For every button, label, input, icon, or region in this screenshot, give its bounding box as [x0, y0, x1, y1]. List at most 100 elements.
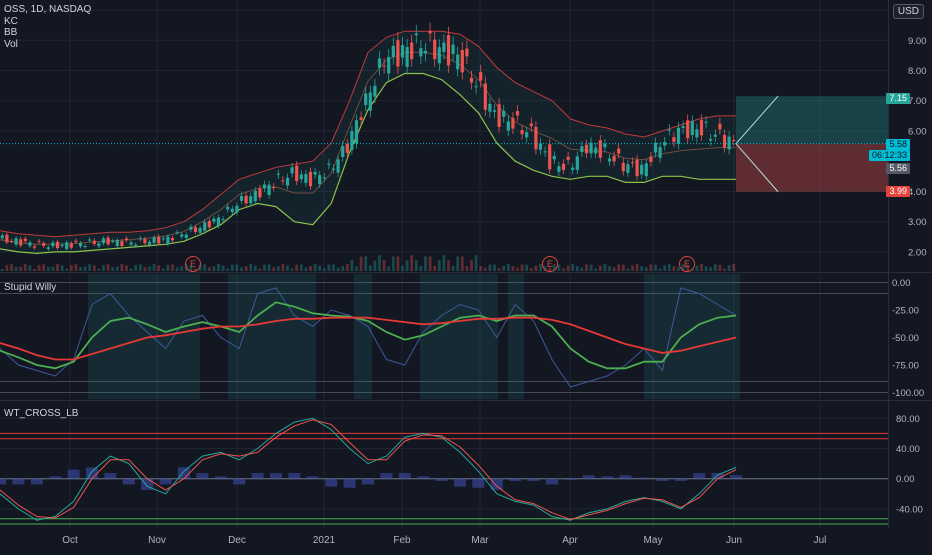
candle-body — [373, 85, 377, 97]
volume-bar — [465, 266, 469, 271]
volume-bar — [65, 268, 69, 271]
candle-body — [65, 242, 69, 249]
wt-histogram-bar — [509, 478, 522, 481]
wt-tick-label: 80.00 — [896, 414, 920, 425]
wt-histogram-bar — [141, 478, 154, 491]
wt-histogram-bar — [104, 473, 117, 479]
wt-histogram-bar — [49, 476, 62, 479]
volume-bar — [267, 264, 271, 271]
volume-bar — [718, 264, 722, 271]
candle-body — [561, 163, 566, 170]
volume-bar — [175, 267, 179, 271]
volume-bar — [667, 264, 671, 271]
volume-bar — [74, 264, 78, 271]
volume-bar — [529, 268, 533, 271]
volume-bar — [10, 264, 13, 271]
volume-bar — [516, 267, 519, 271]
volume-bar — [134, 264, 138, 271]
wt-histogram-bar — [527, 478, 540, 481]
volume-bar — [732, 264, 736, 271]
earnings-marker-2[interactable]: E — [542, 256, 558, 272]
volume-bar — [401, 265, 404, 271]
candle-body — [46, 247, 50, 250]
x-tick-label: Mar — [471, 535, 489, 546]
volume-bar — [230, 264, 234, 271]
volume-bar — [207, 267, 211, 271]
currency-button[interactable]: USD — [892, 4, 924, 19]
candle-body — [304, 174, 308, 183]
volume-bar — [157, 265, 161, 271]
candle-body — [529, 123, 533, 127]
volume-bar — [635, 264, 639, 271]
wt-histogram-bar — [270, 473, 282, 479]
candle-body — [115, 240, 119, 246]
candle-body — [239, 195, 244, 201]
volume-bar — [644, 267, 648, 271]
candle-body — [474, 86, 478, 88]
volume-bar — [240, 267, 243, 271]
earnings-marker-1[interactable]: E — [185, 256, 201, 272]
candle-body — [129, 242, 133, 245]
x-tick-label: Jul — [814, 535, 827, 546]
candle-body — [180, 234, 184, 237]
candle-body — [502, 110, 506, 117]
wt-histogram-bar — [30, 478, 43, 485]
volume-bar — [654, 264, 657, 271]
volume-bar — [276, 266, 280, 271]
volume-bar — [433, 265, 437, 271]
wt-histogram-bar — [490, 478, 503, 491]
volume-bar — [373, 260, 377, 271]
x-tick-label: Apr — [562, 535, 578, 546]
candle-body — [235, 205, 239, 213]
keltner-middle-line — [0, 51, 736, 245]
candle-body — [506, 121, 510, 131]
candle-body — [221, 219, 225, 221]
wt-histogram-bar — [674, 478, 687, 481]
position-loss-zone — [736, 143, 888, 192]
candle-body — [543, 151, 547, 153]
volume-bar — [594, 268, 598, 271]
volume-bar — [539, 264, 542, 271]
candle-body — [0, 235, 4, 239]
volume-bar — [286, 265, 289, 271]
volume-bar — [442, 255, 446, 271]
candle-body — [640, 164, 644, 175]
x-tick-label: Feb — [393, 535, 411, 546]
candle-body — [184, 234, 188, 239]
volume-bar — [143, 267, 147, 271]
candle-body — [465, 48, 469, 57]
candle-body — [511, 118, 515, 129]
candle-body — [138, 238, 142, 240]
volume-bar — [704, 266, 708, 271]
volume-bar — [575, 266, 579, 271]
candle-body — [497, 104, 501, 127]
x-tick-label: Dec — [228, 535, 246, 546]
volume-bar — [566, 265, 570, 271]
candle-body — [359, 117, 363, 120]
volume-bar — [391, 256, 395, 271]
willy-tick-label: -25.00 — [892, 306, 919, 317]
wt-histogram-bar — [619, 475, 632, 479]
candle-body — [580, 146, 584, 152]
volume-bar — [14, 266, 18, 271]
volume-bar — [217, 264, 220, 271]
candle-body — [612, 156, 616, 162]
candle-body — [216, 217, 221, 226]
volume-bar — [79, 267, 82, 271]
earnings-marker-3[interactable]: E — [679, 256, 695, 272]
volume-bar — [212, 266, 216, 271]
candle-body — [410, 42, 414, 60]
volume-bar — [713, 264, 717, 271]
x-tick-label: Oct — [62, 535, 78, 546]
willy-zone — [508, 274, 524, 399]
volume-bar — [148, 266, 151, 271]
volume-bar — [640, 266, 644, 271]
candle-body — [19, 239, 23, 246]
position-profit-zone — [736, 96, 888, 144]
volume-bar — [318, 265, 322, 271]
wt-tick-label: 0.00 — [896, 474, 915, 485]
candle-body — [382, 65, 386, 67]
keltner-band-fill — [0, 31, 736, 254]
